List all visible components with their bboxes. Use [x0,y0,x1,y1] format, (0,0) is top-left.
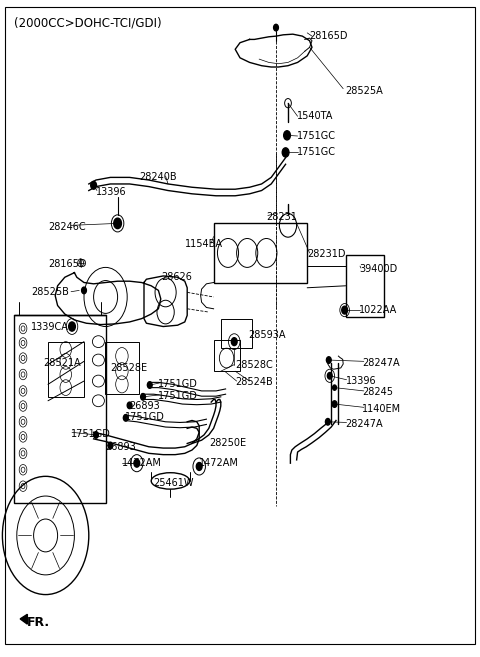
Bar [221,319,252,348]
Bar [214,223,307,283]
Circle shape [333,385,336,390]
Circle shape [332,401,337,407]
Text: 25461W: 25461W [154,478,194,488]
Bar [14,315,106,503]
Bar [105,342,139,394]
Circle shape [114,218,121,229]
Bar [346,255,384,317]
Circle shape [91,181,96,189]
Circle shape [284,131,290,140]
Text: 39400D: 39400D [359,264,397,275]
Text: 1154BA: 1154BA [185,239,223,250]
Text: 28247A: 28247A [346,419,383,429]
Circle shape [231,338,237,346]
Circle shape [326,357,331,363]
Text: 13396: 13396 [346,376,376,386]
Text: 28626: 28626 [161,272,192,283]
Text: 1022AA: 1022AA [359,305,397,315]
Text: 1751GD: 1751GD [158,379,198,390]
Text: 1140EM: 1140EM [362,403,402,414]
Text: 28246C: 28246C [48,221,85,232]
Text: 1751GD: 1751GD [125,412,165,422]
Text: 1540TA: 1540TA [297,111,333,122]
Circle shape [82,287,86,294]
Circle shape [282,148,289,157]
Text: 28525B: 28525B [31,287,69,298]
Text: 28231: 28231 [266,212,297,222]
Text: (2000CC>DOHC-TCI/GDI): (2000CC>DOHC-TCI/GDI) [14,16,162,30]
Text: 13396: 13396 [96,187,127,197]
Text: 1339CA: 1339CA [31,321,69,332]
Text: 1751GC: 1751GC [297,131,336,141]
Text: 28250E: 28250E [209,438,246,449]
Circle shape [108,442,113,449]
Circle shape [196,463,202,470]
Text: 1472AM: 1472AM [199,458,239,468]
Circle shape [274,24,278,31]
Bar [214,340,240,371]
Circle shape [69,322,75,331]
Text: 28521A: 28521A [43,357,81,368]
Text: 28245: 28245 [362,387,394,397]
Text: FR.: FR. [26,616,49,629]
Text: 28593A: 28593A [249,330,286,340]
Text: 28165D: 28165D [310,31,348,41]
Circle shape [327,373,332,379]
Text: 1751GC: 1751GC [297,147,336,158]
Circle shape [325,419,330,425]
Circle shape [127,402,132,409]
Text: 1751GD: 1751GD [158,390,198,401]
Text: 28524B: 28524B [235,377,273,388]
Polygon shape [20,614,27,624]
Text: 28165D: 28165D [48,259,86,269]
Text: 1472AM: 1472AM [122,458,162,468]
Text: 26893: 26893 [130,401,160,411]
Text: 28525A: 28525A [346,85,384,96]
Text: 1751GD: 1751GD [71,428,111,439]
Circle shape [147,382,152,388]
Text: 28247A: 28247A [362,357,400,368]
Circle shape [141,394,145,400]
Text: 28231D: 28231D [307,249,346,260]
Text: 28240B: 28240B [139,172,177,183]
Bar [48,342,84,397]
Circle shape [123,415,128,421]
Text: 28528C: 28528C [235,359,273,370]
Text: 26893: 26893 [106,442,136,452]
Circle shape [94,432,98,438]
Text: 28528E: 28528E [110,363,147,373]
Circle shape [342,306,348,314]
Circle shape [134,459,140,467]
